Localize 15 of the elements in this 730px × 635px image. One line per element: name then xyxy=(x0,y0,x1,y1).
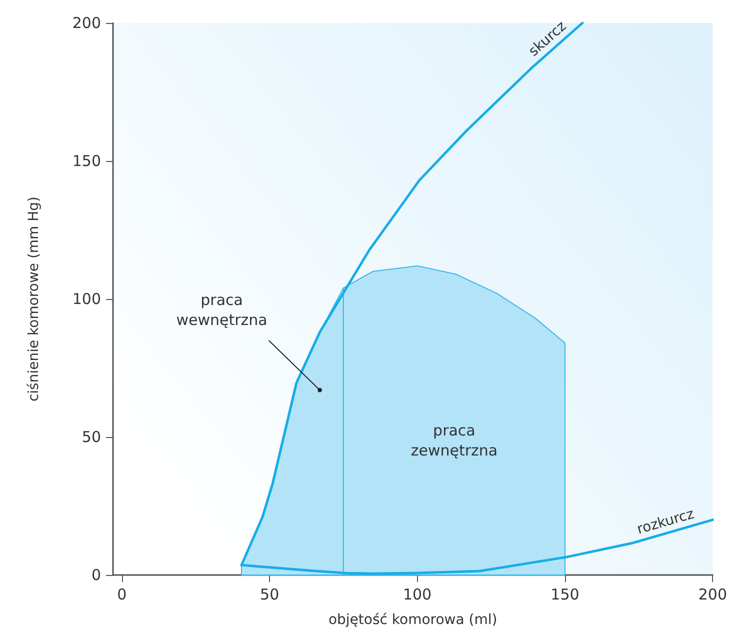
x-tick-label: 100 xyxy=(402,586,432,604)
y-tick-label: 200 xyxy=(72,14,101,32)
x-axis-title: objętość komorowa (ml) xyxy=(328,612,498,628)
text: rozkurcz xyxy=(635,506,696,538)
x-tick-label: 150 xyxy=(550,586,580,604)
annotation: praca wewnętrzna xyxy=(176,291,268,330)
y-tick-label: 0 xyxy=(91,566,101,584)
x-tick-label: 0 xyxy=(117,586,127,604)
x-tick-label: 50 xyxy=(260,586,280,604)
x-tick-label: 200 xyxy=(698,586,728,604)
y-tick-label: 100 xyxy=(72,290,101,308)
y-tick-label: 150 xyxy=(72,152,101,170)
annotation: praca zewnętrzna xyxy=(410,422,498,460)
y-tick-label: 50 xyxy=(82,428,101,446)
y-axis-title: ciśnienie komorowe (mm Hg) xyxy=(26,196,42,402)
